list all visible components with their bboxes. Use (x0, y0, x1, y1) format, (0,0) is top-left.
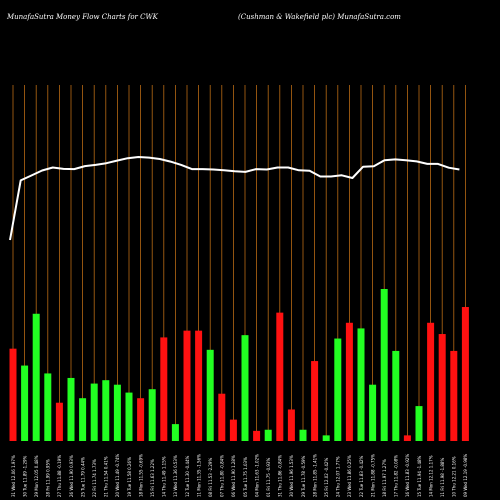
volume-bar (450, 350, 458, 441)
bar-label: 18 Mon 11.55 -0.69% (138, 454, 143, 497)
bar-label: 13 Wed 11.36 0.53% (173, 455, 178, 497)
volume-bar (415, 406, 423, 441)
volume-bar (380, 289, 388, 441)
volume-bar (79, 398, 87, 441)
bar-label: 15 Fri 11.63 1.22% (150, 459, 155, 497)
bar-label: 14 Mon 12.12 1.17% (428, 455, 433, 497)
volume-bar (322, 435, 330, 441)
volume-bar (264, 429, 272, 441)
bar-label: 15 Tue 11.94 -1.48% (417, 455, 422, 497)
bar-label: 21 Thu 11.54 0.41% (104, 456, 109, 497)
bar-label: 14 Thu 11.49 1.15% (162, 456, 167, 497)
volume-bar (438, 334, 446, 441)
bar-label: 28 Mon 11.85 -1.41% (312, 454, 317, 497)
bar-label: 29 Mon 12.05 0.48% (34, 455, 39, 497)
bar-label: 29 Tue 11.78 -0.59% (301, 455, 306, 497)
volume-bar (90, 383, 98, 441)
volume-bar (229, 419, 237, 441)
bar-label: 12 Tue 11.30 -0.44% (185, 455, 190, 497)
volume-bar (461, 307, 469, 441)
volume-bar (148, 389, 156, 441)
bar-label: 16 Wed 11.83 -0.92% (405, 454, 410, 497)
volume-bar (21, 365, 29, 441)
volume-bar (427, 322, 435, 441)
bar-label: 11 Mon 11.35 -1.56% (196, 454, 201, 497)
chart-title-right: (Cushman & Wakefield plc) MunafaSutra.co… (238, 13, 401, 21)
bar-label: 10 Thu 12.21 0.16% (452, 456, 457, 497)
volume-bar (9, 348, 17, 441)
bar-label: 01 Fri 11.75 -0.93% (266, 458, 271, 497)
bar-label: 19 Tue 11.58 0.26% (127, 457, 132, 497)
volume-bar (160, 337, 168, 441)
volume-bar (67, 377, 75, 441)
volume-bars (9, 289, 469, 441)
bar-label: 18 Fri 11.97 1.27% (382, 459, 387, 497)
volume-bar (287, 409, 295, 441)
volume-bar (44, 373, 52, 441)
volume-bar (218, 393, 226, 441)
bar-label: 21 Mon 11.88 -0.75% (370, 454, 375, 497)
bar-label: 04 Mon 11.63 -1.02% (254, 454, 259, 497)
volume-bar (102, 380, 110, 441)
bar-label: 06 Wed 11.90 1.28% (231, 455, 236, 497)
bar-label: 27 Thu 11.88 -0.19% (57, 455, 62, 497)
volume-bar (183, 330, 191, 441)
bar-label: 24 Thu 12.07 1.77% (336, 456, 341, 497)
bar-label: 08 Fri 11.53 -2.29% (208, 458, 213, 497)
volume-bar (195, 330, 203, 441)
bar-label: 31 Thu 11.86 -0.84% (278, 455, 283, 497)
bar-label: 28 Fri 11.99 0.95% (46, 459, 51, 497)
bar-label: 31 Wed 12.06 1.97% (11, 455, 16, 497)
volume-bar (206, 349, 214, 441)
bar-label: 09 Wed 12.19 -0.98% (463, 454, 468, 497)
volume-bar (357, 328, 365, 441)
bar-label: 25 Tue 11.79 0.44% (80, 457, 85, 497)
bar-label: 05 Tue 11.75 1.03% (243, 457, 248, 497)
volume-bar (32, 313, 40, 441)
volume-bar (253, 430, 261, 441)
bar-label: 23 Wed 11.86 0.25% (347, 455, 352, 497)
volume-bar (311, 361, 319, 441)
volume-bar (171, 424, 179, 441)
volume-bar (345, 322, 353, 441)
volume-bar (276, 312, 284, 441)
bar-label: 22 Fri 11.74 1.73% (92, 459, 97, 497)
price-line (9, 156, 460, 241)
volume-bar (113, 384, 121, 441)
volume-bar (334, 338, 342, 441)
volume-bar (369, 384, 377, 441)
bar-label: 22 Tue 11.83 -0.42% (359, 455, 364, 497)
chart-title-left: MunafaSutra Money Flow Charts for CWK (7, 13, 158, 21)
date-price-labels: 31 Wed 12.06 1.97% 30 Tue 11.89 -1.29% 29 … (11, 454, 468, 497)
volume-bar (55, 402, 63, 441)
volume-bar (403, 435, 411, 441)
volume-bar (299, 429, 307, 441)
volume-bar (125, 392, 133, 441)
volume-bar (392, 350, 400, 441)
volume-bar (137, 398, 145, 441)
bar-label: 30 Tue 11.89 -1.29% (22, 455, 27, 497)
bar-label: 26 Wed 11.90 0.93% (69, 455, 74, 497)
bar-label: 07 Thu 11.80 -0.84% (220, 455, 225, 497)
bar-label: 20 Wed 11.49 -0.74% (115, 454, 120, 497)
bar-label: 11 Fri 11.98 -1.88% (440, 458, 445, 497)
bar-label: 25 Fri 12.02 -0.42% (324, 458, 329, 497)
bar-label: 30 Wed 11.96 1.53% (289, 455, 294, 497)
volume-bar (241, 335, 249, 441)
bar-label: 17 Thu 11.82 -0.08% (394, 455, 399, 497)
